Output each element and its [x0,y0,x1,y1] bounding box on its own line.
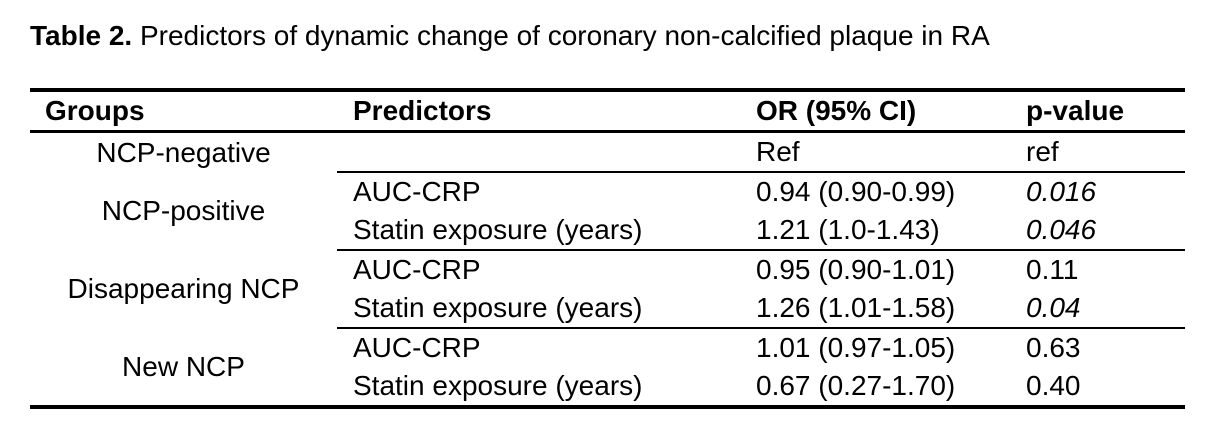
table-row: Disappearing NCP AUC-CRP 0.95 (0.90-1.01… [30,250,1185,304]
p-value-cell: 0.046 [1020,211,1185,251]
table-row: Statin exposure (years) 1.21 (1.0-1.43) … [30,211,1185,251]
table-row: Statin exposure (years) 1.26 (1.01-1.58)… [30,289,1185,329]
or-ci-cell: 1.26 (1.01-1.58) [750,289,1020,329]
or-ci-cell: 0.67 (0.27-1.70) [756,370,956,401]
page: Table 2. Predictors of dynamic change of… [0,20,1212,438]
table-row: Statin exposure (years) 0.67 (0.27-1.70)… [30,367,1185,407]
or-ci-cell: 1.01 (0.97-1.05) [756,332,956,363]
predictors-table: Groups Predictors OR (95% CI) p-value NC… [30,88,1185,409]
predictor-cell: AUC-CRP [353,176,481,207]
or-ci-cell: 1.21 (1.0-1.43) [750,211,1020,251]
table-row: NCP-negative Ref ref [30,131,1185,173]
group-cell: New NCP [122,350,245,382]
predictor-cell: Statin exposure (years) [353,370,643,401]
predictor-cell: Statin exposure (years) [337,211,750,251]
header-predictors: Predictors [337,90,750,133]
header-groups: Groups [30,90,337,133]
p-value-cell: 0.40 [1026,370,1081,401]
group-cell: NCP-negative [96,136,271,168]
p-value-cell: 0.016 [1026,176,1097,207]
group-cell: NCP-positive [101,195,266,226]
or-ci-cell: 0.94 (0.90-0.99) [756,176,956,207]
table-row: NCP-positive AUC-CRP 0.94 (0.90-0.99) 0.… [30,172,1185,226]
predictor-cell: Statin exposure (years) [337,289,750,329]
table-caption-text: Predictors of dynamic change of coronary… [139,20,990,51]
predictor-cell: AUC-CRP [353,254,481,285]
p-value-cell: 0.11 [1026,254,1079,285]
or-ci-cell: 0.95 (0.90-1.01) [756,254,956,285]
or-ci-cell: Ref [750,131,1020,173]
predictor-cell [337,131,750,173]
group-cell: Disappearing NCP [67,273,300,304]
p-value-cell: 0.63 [1026,332,1081,363]
table-header-row: Groups Predictors OR (95% CI) p-value [30,90,1185,133]
header-p-value: p-value [1020,90,1185,133]
predictor-cell: AUC-CRP [353,332,481,363]
header-or-ci: OR (95% CI) [750,90,1020,133]
table-caption-label: Table 2. [30,20,133,51]
p-value-cell: 0.04 [1020,289,1185,329]
table-caption: Table 2. Predictors of dynamic change of… [30,20,1212,52]
p-value-cell: ref [1020,131,1185,173]
table-row: New NCP AUC-CRP 1.01 (0.97-1.05) 0.63 [30,328,1185,382]
